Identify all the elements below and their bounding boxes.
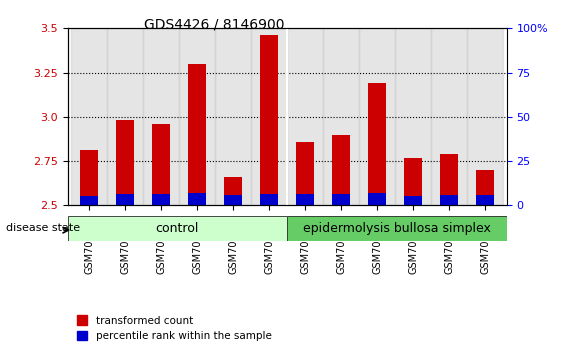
Bar (80, 150, 98, 205)
Bar (287, 28, 323, 205)
Bar (152, 194, 170, 205)
Bar (440, 154, 458, 205)
Bar (476, 195, 494, 205)
Legend: transformed count, percentile rank within the sample: transformed count, percentile rank withi… (73, 311, 276, 345)
Text: control: control (155, 222, 199, 235)
Bar (467, 28, 503, 205)
Bar (215, 28, 251, 205)
Bar (404, 195, 422, 205)
Bar (359, 28, 395, 205)
Bar (107, 28, 143, 205)
Bar (143, 28, 179, 205)
Bar (296, 142, 314, 205)
Bar (152, 124, 170, 205)
Bar (440, 195, 458, 205)
FancyBboxPatch shape (68, 216, 287, 241)
Bar (224, 195, 242, 205)
Bar (71, 28, 107, 205)
Bar (260, 194, 278, 205)
Bar (188, 193, 206, 205)
Bar (260, 35, 278, 205)
FancyBboxPatch shape (287, 216, 507, 241)
Bar (431, 28, 467, 205)
Bar (332, 194, 350, 205)
Text: GDS4426 / 8146900: GDS4426 / 8146900 (144, 18, 284, 32)
Bar (116, 120, 134, 205)
Bar (332, 135, 350, 205)
Bar (116, 194, 134, 205)
Text: disease state: disease state (6, 223, 80, 233)
Bar (368, 193, 386, 205)
Bar (296, 194, 314, 205)
Bar (251, 28, 287, 205)
Bar (404, 158, 422, 205)
Bar (224, 177, 242, 205)
Bar (476, 170, 494, 205)
Bar (323, 28, 359, 205)
Bar (368, 83, 386, 205)
Bar (80, 195, 98, 205)
Text: epidermolysis bullosa simplex: epidermolysis bullosa simplex (303, 222, 491, 235)
Bar (188, 64, 206, 205)
Bar (395, 28, 431, 205)
Bar (179, 28, 215, 205)
